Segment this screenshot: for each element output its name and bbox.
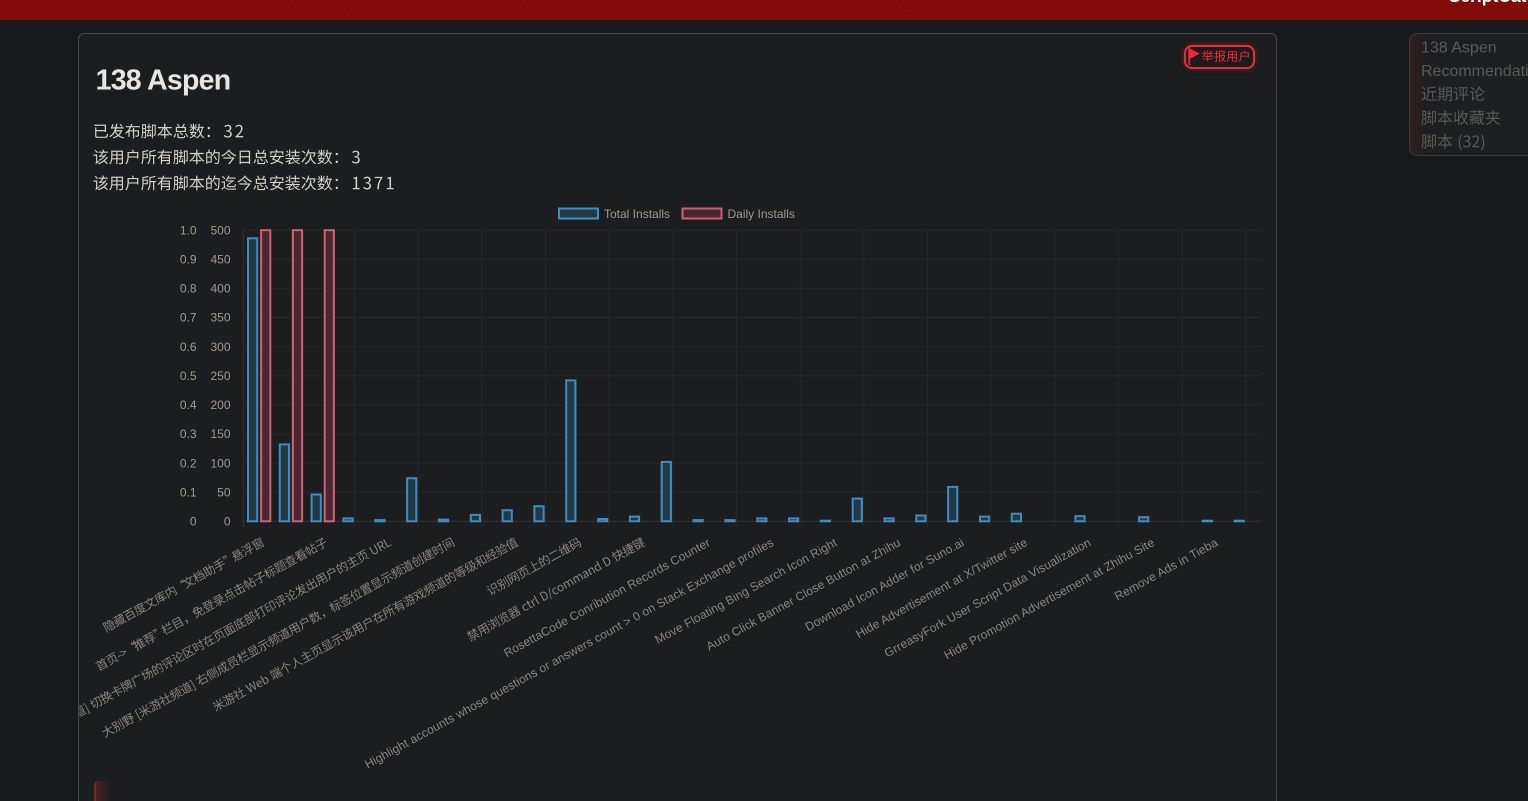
svg-text:0.8: 0.8 — [180, 282, 197, 296]
svg-text:300: 300 — [210, 340, 230, 354]
svg-text:400: 400 — [210, 282, 230, 296]
svg-text:250: 250 — [210, 369, 230, 383]
svg-text:0: 0 — [190, 515, 197, 529]
svg-text:0: 0 — [224, 515, 231, 529]
svg-text:50: 50 — [217, 485, 231, 499]
svg-text:0.3: 0.3 — [180, 427, 197, 441]
svg-text:ScriptCat: ScriptCat — [1449, 0, 1527, 6]
svg-text:0.2: 0.2 — [180, 456, 197, 470]
svg-text:100: 100 — [210, 456, 230, 470]
svg-text:0.6: 0.6 — [180, 340, 197, 354]
svg-text:200: 200 — [210, 398, 230, 412]
svg-text:138 Aspen: 138 Aspen — [1421, 40, 1497, 57]
svg-text:500: 500 — [210, 223, 230, 237]
svg-text:0.5: 0.5 — [180, 369, 197, 383]
svg-text:0.9: 0.9 — [180, 253, 197, 267]
svg-text:150: 150 — [210, 427, 230, 441]
svg-text:Remove Ads in Tieba: Remove Ads in Tieba — [1112, 535, 1220, 603]
svg-text:Total Installs: Total Installs — [604, 207, 670, 221]
svg-text:350: 350 — [210, 311, 230, 325]
svg-text:0.4: 0.4 — [180, 398, 197, 412]
svg-text:0.7: 0.7 — [180, 311, 197, 325]
svg-text:Highlight accounts whose quest: Highlight accounts whose questions or an… — [362, 535, 776, 771]
svg-text:138 Aspen: 138 Aspen — [96, 65, 231, 97]
svg-text:1.0: 1.0 — [180, 223, 197, 237]
svg-text:Recommendations: Recommendations — [1421, 63, 1528, 80]
svg-text:450: 450 — [210, 253, 230, 267]
svg-text:Daily Installs: Daily Installs — [728, 207, 795, 221]
svg-text:0.1: 0.1 — [180, 485, 197, 499]
